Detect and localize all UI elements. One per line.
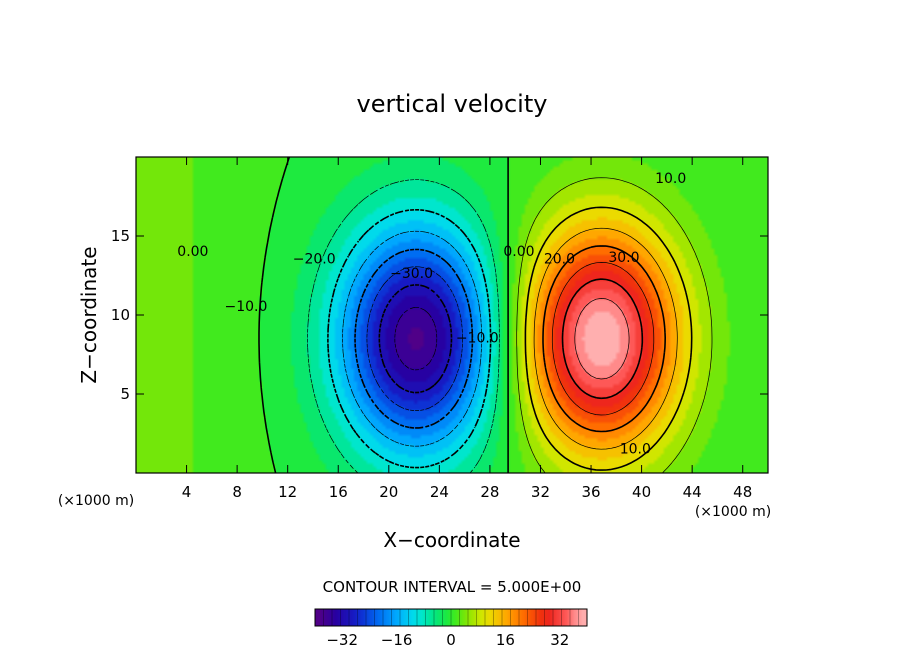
x-tick-label: 32: [531, 483, 550, 501]
contour-label: 0.00: [503, 244, 534, 260]
contour-line: [258, 156, 509, 474]
colorbar-tick-label: 0: [446, 631, 456, 649]
x-axis-label: X−coordinate: [383, 528, 520, 552]
x-unit-label-right: (×1000 m): [695, 504, 771, 520]
y-tick-label: 10: [111, 306, 130, 324]
x-tick-label: 12: [278, 483, 297, 501]
contour-line: [354, 248, 474, 429]
colorbar-tick-label: −32: [326, 631, 358, 649]
contour-label: −10.0: [225, 299, 268, 315]
contour-label: −30.0: [390, 266, 433, 282]
contour-line: [524, 206, 693, 471]
x-tick-label: 48: [733, 483, 752, 501]
y-tick-label: 15: [111, 227, 130, 245]
x-tick-label: 24: [430, 483, 449, 501]
contour-line: [542, 245, 666, 433]
x-tick-label: 16: [329, 483, 348, 501]
contour-lines: [258, 156, 713, 474]
y-tick-label: 5: [120, 385, 130, 403]
y-axis-ticks: 5 10 15: [111, 227, 768, 403]
x-axis-ticks: 4 8 12 16 20 24 28 32 36 40 44 48: [182, 157, 752, 501]
contour-label: 20.0: [544, 252, 575, 268]
chart-title: vertical velocity: [357, 90, 548, 118]
contour-label: 0.00: [177, 244, 208, 260]
contour-label: −10.0: [456, 331, 499, 347]
contour-label: 10.0: [655, 171, 686, 187]
contour-line: [533, 227, 678, 450]
contour-label: −20.0: [293, 252, 336, 268]
x-unit-label-left: (×1000 m): [58, 493, 134, 509]
contour-line: [307, 179, 500, 474]
contour-line: [366, 266, 463, 411]
contour-interval-label: CONTOUR INTERVAL = 5.000E+00: [323, 578, 582, 596]
contour-line: [378, 284, 453, 394]
x-tick-label: 40: [632, 483, 651, 501]
contour-line: [574, 298, 630, 380]
x-tick-label: 36: [581, 483, 600, 501]
x-tick-label: 4: [182, 483, 192, 501]
contour-label: 30.0: [608, 250, 639, 266]
x-tick-label: 20: [379, 483, 398, 501]
x-tick-label: 44: [683, 483, 702, 501]
colorbar-tick-label: 16: [496, 631, 515, 649]
contour-line: [342, 230, 482, 447]
contour-labels: 0.00 −10.0 −20.0 −30.0 −10.0 0.00 20.0 30.0 10.0…: [177, 171, 686, 457]
colorbar-ticks: −32 −16 0 16 32: [323, 609, 579, 649]
contour-line: [551, 262, 655, 416]
contour-label: 10.0: [620, 441, 651, 457]
y-axis-label: Z−coordinate: [77, 246, 101, 383]
colorbar-tick-label: −16: [381, 631, 413, 649]
contour-line: [327, 209, 492, 469]
colorbar-tick-label: 32: [550, 631, 569, 649]
contour-line: [516, 177, 713, 474]
x-tick-label: 8: [232, 483, 242, 501]
contour-line: [561, 278, 644, 400]
x-tick-label: 28: [480, 483, 499, 501]
contour-line: [394, 307, 438, 371]
